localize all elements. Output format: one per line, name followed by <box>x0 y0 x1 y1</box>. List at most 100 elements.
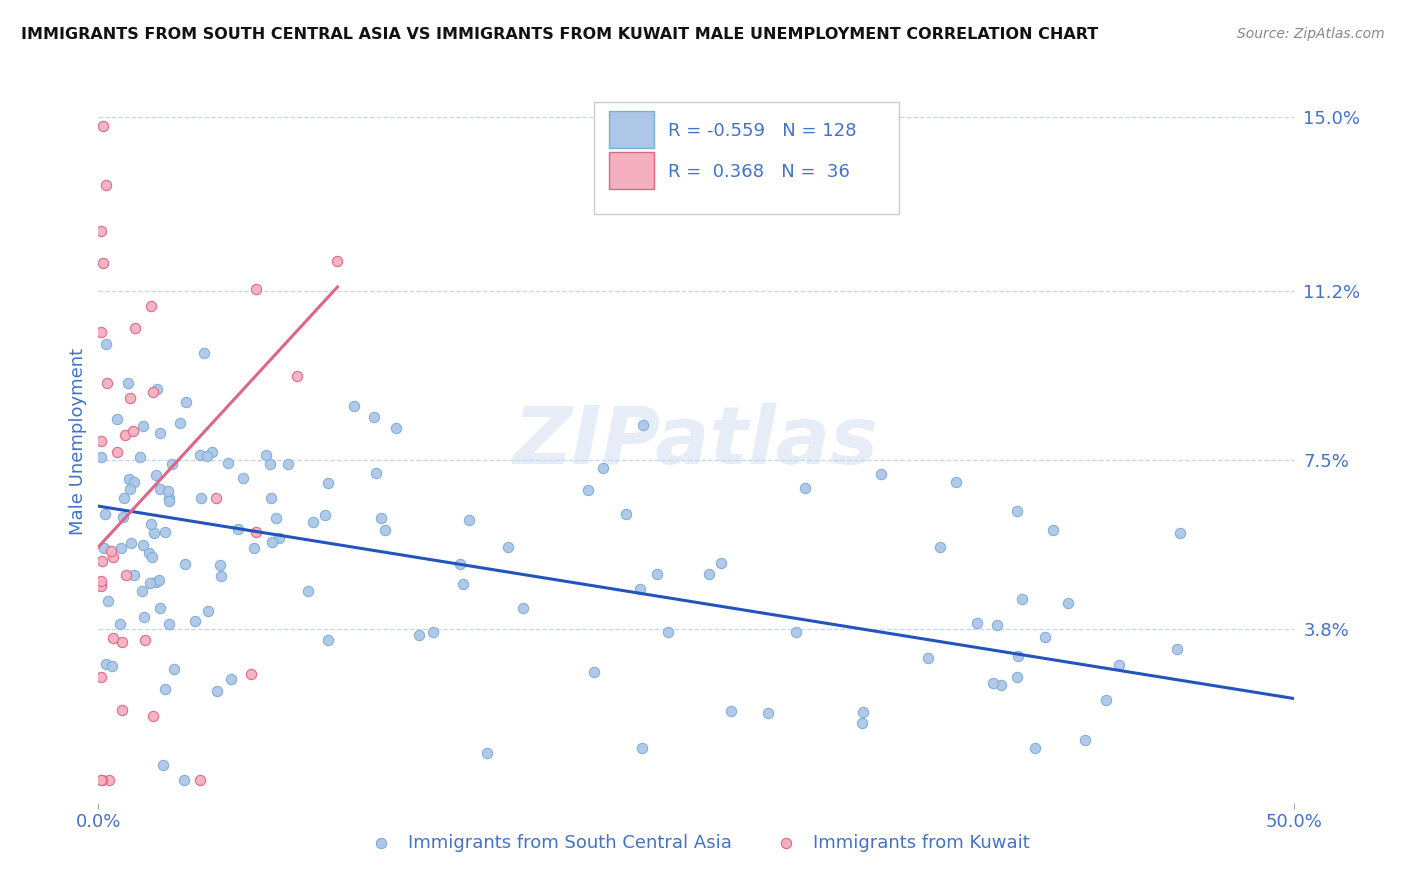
Point <box>173 772 195 787</box>
Point <box>267 531 290 545</box>
Point <box>697 566 720 581</box>
Point <box>314 508 336 522</box>
Point <box>90 772 112 787</box>
Point <box>453 576 475 591</box>
Point <box>97 594 120 608</box>
Point <box>197 604 219 618</box>
Point <box>124 475 146 489</box>
Point <box>449 558 471 572</box>
Point <box>578 483 600 497</box>
Point <box>115 568 138 582</box>
Point <box>285 369 308 384</box>
Point <box>90 574 112 588</box>
Point <box>756 706 779 720</box>
Point <box>385 421 408 435</box>
Point <box>173 557 195 571</box>
Point <box>156 483 179 498</box>
Point <box>138 546 160 560</box>
Point <box>105 444 128 458</box>
Point <box>1074 733 1097 747</box>
Point <box>986 618 1008 632</box>
Point <box>142 709 165 723</box>
Point <box>129 450 152 465</box>
Point <box>245 282 267 296</box>
Point <box>120 536 142 550</box>
Point <box>645 567 668 582</box>
Point <box>592 461 614 475</box>
Point <box>139 299 162 313</box>
Point <box>209 569 232 583</box>
Point <box>370 511 392 525</box>
Point <box>112 510 135 524</box>
Point <box>254 448 277 462</box>
Point <box>260 491 283 505</box>
Point <box>157 491 180 505</box>
Point <box>149 601 172 615</box>
Point <box>149 483 172 497</box>
Point <box>374 524 396 538</box>
Point <box>631 740 654 755</box>
Point <box>1095 693 1118 707</box>
Point <box>720 704 742 718</box>
Point <box>1042 524 1064 538</box>
Point <box>190 491 212 505</box>
Legend: Immigrants from South Central Asia, Immigrants from Kuwait: Immigrants from South Central Asia, Immi… <box>356 826 1036 859</box>
Point <box>990 678 1012 692</box>
Text: R =  0.368   N =  36: R = 0.368 N = 36 <box>668 163 851 181</box>
Point <box>141 549 163 564</box>
Point <box>259 458 281 472</box>
Point <box>131 537 153 551</box>
Point <box>90 579 112 593</box>
Point <box>201 445 224 459</box>
Point <box>91 256 114 270</box>
Point <box>139 516 162 531</box>
Point <box>657 625 679 640</box>
Point <box>90 554 112 568</box>
Point <box>422 625 444 640</box>
Y-axis label: Male Unemployment: Male Unemployment <box>69 348 87 535</box>
Point <box>297 584 319 599</box>
Point <box>316 475 339 490</box>
Point <box>917 650 939 665</box>
Point <box>152 758 174 772</box>
Point <box>134 632 156 647</box>
Point <box>169 416 191 430</box>
Point <box>93 541 115 555</box>
Point <box>94 657 117 671</box>
Point <box>966 616 988 631</box>
Point <box>228 522 250 536</box>
Point <box>301 515 323 529</box>
Point <box>120 482 142 496</box>
Point <box>94 178 117 193</box>
Point <box>204 491 226 505</box>
Point <box>614 507 637 521</box>
Point <box>94 337 117 351</box>
Point <box>90 577 112 591</box>
Point <box>174 395 197 409</box>
Point <box>631 417 654 432</box>
Point <box>1108 657 1130 672</box>
Point <box>945 475 967 490</box>
Point <box>94 507 117 521</box>
Point <box>163 662 186 676</box>
Point <box>153 524 176 539</box>
Point <box>981 676 1004 690</box>
Point <box>159 493 181 508</box>
Point <box>157 617 180 632</box>
Point <box>458 513 481 527</box>
Point <box>118 391 141 405</box>
Point <box>264 510 287 524</box>
Point <box>929 541 952 555</box>
FancyBboxPatch shape <box>609 152 654 189</box>
Point <box>852 706 875 720</box>
Point <box>138 576 160 591</box>
Text: IMMIGRANTS FROM SOUTH CENTRAL ASIA VS IMMIGRANTS FROM KUWAIT MALE UNEMPLOYMENT C: IMMIGRANTS FROM SOUTH CENTRAL ASIA VS IM… <box>21 27 1098 42</box>
Point <box>1007 670 1029 684</box>
Point <box>188 772 211 787</box>
Point <box>98 772 121 787</box>
Point <box>110 616 132 631</box>
Point <box>1056 596 1078 610</box>
Point <box>364 466 387 480</box>
Point <box>710 556 733 570</box>
Point <box>111 703 134 717</box>
